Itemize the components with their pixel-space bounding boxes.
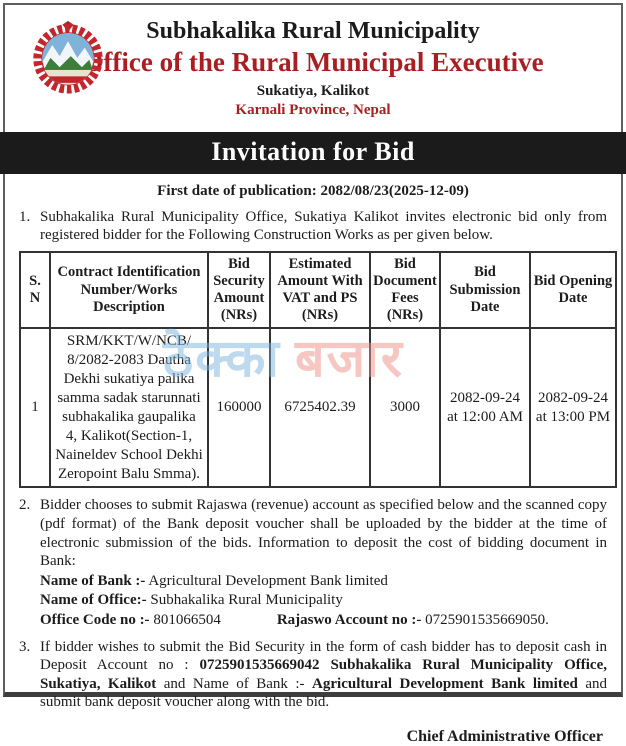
cell-document-fees: 3000 [369, 327, 441, 489]
clause-3-number: 3. [19, 638, 31, 655]
col-header-opening-date: Bid Opening Date [529, 250, 617, 330]
bank-name-value: Agricultural Development Bank limited [145, 572, 388, 589]
rajaswo-account-value: 0725901535669050. [421, 612, 549, 628]
clause-2: 2. Bidder chooses to submit Rajaswa (rev… [19, 496, 607, 629]
office-name-label: Name of Office:- [40, 592, 147, 609]
cell-sn: 1 [19, 327, 51, 489]
clause-1-text: Subhakalika Rural Municipality Office, S… [40, 208, 607, 244]
col-header-sn: S. N [19, 250, 51, 330]
clause-3-body: If bidder wishes to submit the Bid Secur… [40, 638, 607, 712]
nepal-government-emblem-icon [33, 20, 103, 94]
clause-2-body: Bidder chooses to submit Rajaswa (revenu… [40, 496, 607, 629]
chief-administrative-officer-signature: Chief Administrative Officer [406, 727, 603, 745]
bank-bold: Agricultural Development Bank limited [312, 675, 578, 692]
deposit-account-bold: 0725901535669042 Subhakalika Rural Munic… [40, 657, 607, 692]
office-name-value: Subhakalika Rural Municipality [146, 592, 343, 609]
invitation-banner: Invitation for Bid [0, 131, 626, 174]
office-code-line: Office Code no :- 801066504 Rajaswo Accou… [40, 611, 607, 630]
col-header-document-fees: Bid Document Fees (NRs) [369, 250, 441, 330]
col-header-submission-date: Bid Submission Date [439, 250, 531, 330]
clause-1-number: 1. [19, 208, 31, 225]
municipality-name: Subhakalika Rural Municipality [146, 18, 480, 44]
address-line-2: Karnali Province, Nepal [235, 101, 391, 118]
office-name-line: Name of Office:- Subhakalika Rural Munic… [40, 591, 607, 610]
cell-opening-date: 2082-09-24 at 13:00 PM [529, 327, 617, 489]
rajaswo-account-label: Rajaswo Account no :- [276, 612, 422, 628]
table-row: 1 SRM/KKT/W/NCB/ 8/2082-2083 Dautha Dekh… [19, 327, 617, 489]
clause-3-text-start: If bidder wishes to submit the Bid Secur… [40, 638, 607, 674]
bank-name-line: Name of Bank :- Agricultural Development… [40, 572, 607, 591]
office-name: Office of the Rural Municipal Executive [82, 46, 544, 77]
publication-date-line: First date of publication: 2082/08/23(20… [157, 182, 469, 199]
clause-2-number: 2. [19, 497, 31, 514]
bid-table-header: S. N Contract Identification Number/Work… [19, 250, 617, 330]
col-header-estimated-amount: Estimated Amount With VAT and PS (NRs) [269, 250, 371, 330]
clause-3: 3. If bidder wishes to submit the Bid Se… [19, 638, 607, 712]
letterhead: Subhakalika Rural Municipality Office of… [5, 5, 621, 120]
office-code-value: 801066504 [149, 612, 221, 628]
address-line-1: Sukatiya, Kalikot [256, 83, 370, 100]
bid-notice-page: Subhakalika Rural Municipality Office of… [0, 3, 626, 745]
clause-2-text: Bidder chooses to submit Rajaswa (revenu… [40, 497, 607, 570]
cell-submission-date: 2082-09-24 at 12:00 AM [439, 327, 531, 489]
cell-bid-security: 160000 [207, 327, 271, 489]
clause-3-text-mid: and Name of Bank :- [156, 675, 313, 692]
cell-estimated-amount: 6725402.39 [269, 327, 371, 489]
col-header-contract: Contract Identification Number/Works Des… [49, 250, 209, 330]
cell-contract: SRM/KKT/W/NCB/ 8/2082-2083 Dautha Dekhi … [49, 327, 209, 489]
office-code-label: Office Code no :- [40, 612, 150, 628]
bid-table: S. N Contract Identification Number/Work… [19, 250, 617, 489]
bank-name-label: Name of Bank :- [40, 572, 146, 589]
clause-1: 1. Subhakalika Rural Municipality Office… [19, 208, 607, 245]
col-header-bid-security: Bid Security Amount (NRs) [207, 250, 271, 330]
